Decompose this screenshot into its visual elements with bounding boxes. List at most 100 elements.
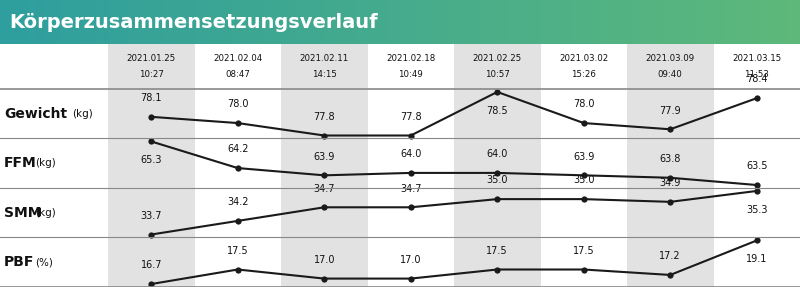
Bar (188, 0, 192, 44)
Bar (544, 0, 548, 44)
Bar (700, 0, 704, 44)
Text: (kg): (kg) (36, 208, 56, 218)
Bar (64, 0, 68, 44)
Bar (668, 0, 672, 44)
Bar (528, 0, 532, 44)
Bar (388, 0, 392, 44)
Bar (600, 0, 604, 44)
Text: 2021.03.15: 2021.03.15 (732, 54, 782, 63)
Text: 34.9: 34.9 (659, 178, 681, 188)
Bar (688, 0, 692, 44)
Bar (96, 0, 100, 44)
Bar (360, 0, 364, 44)
Text: 63.8: 63.8 (659, 154, 681, 164)
Bar (408, 0, 412, 44)
Bar (108, 44, 194, 287)
Bar (596, 0, 600, 44)
Bar (520, 0, 524, 44)
Text: 14:15: 14:15 (312, 70, 337, 79)
Bar (560, 0, 564, 44)
Bar (504, 0, 508, 44)
Bar (428, 0, 432, 44)
Bar (760, 0, 764, 44)
Bar (52, 0, 56, 44)
Text: (%): (%) (36, 257, 54, 267)
Bar (264, 0, 268, 44)
Bar (184, 0, 188, 44)
Bar (84, 0, 88, 44)
Bar (76, 0, 80, 44)
Bar (404, 0, 408, 44)
Bar (136, 0, 140, 44)
Text: 65.3: 65.3 (141, 155, 162, 165)
Bar (168, 0, 172, 44)
Bar (232, 0, 236, 44)
Text: 17.0: 17.0 (400, 255, 422, 265)
Bar (16, 0, 20, 44)
Bar (148, 0, 152, 44)
Bar (744, 0, 748, 44)
Bar (208, 0, 212, 44)
Bar (376, 0, 380, 44)
Text: 35.0: 35.0 (486, 175, 508, 185)
Bar (276, 0, 280, 44)
Bar (316, 0, 320, 44)
Text: 78.4: 78.4 (746, 74, 767, 84)
Bar (704, 0, 708, 44)
Bar (88, 0, 92, 44)
Text: 77.8: 77.8 (314, 112, 335, 122)
Bar (712, 0, 716, 44)
Bar (756, 0, 760, 44)
Bar (604, 0, 608, 44)
Bar (644, 0, 648, 44)
Text: 16.7: 16.7 (141, 260, 162, 270)
Text: 34.7: 34.7 (400, 183, 422, 193)
Text: 35.3: 35.3 (746, 205, 767, 215)
Text: 15:26: 15:26 (571, 70, 596, 79)
Text: 11:53: 11:53 (744, 70, 769, 79)
Bar (300, 0, 304, 44)
Bar (120, 0, 124, 44)
Bar (44, 0, 48, 44)
Text: 64.2: 64.2 (227, 144, 249, 154)
Bar (328, 0, 332, 44)
Bar (124, 0, 128, 44)
Bar (380, 0, 384, 44)
Text: 78.0: 78.0 (227, 99, 249, 109)
Bar (180, 0, 184, 44)
Bar (548, 0, 552, 44)
Bar (784, 0, 788, 44)
Bar (576, 0, 580, 44)
Text: 63.9: 63.9 (314, 152, 335, 162)
Bar (500, 0, 504, 44)
Bar (796, 0, 800, 44)
Text: 77.8: 77.8 (400, 112, 422, 122)
Bar (660, 0, 664, 44)
Bar (627, 44, 714, 287)
Bar (220, 0, 224, 44)
Bar (584, 0, 588, 44)
Bar (692, 0, 696, 44)
Bar (196, 0, 200, 44)
Bar (588, 0, 592, 44)
Text: 08:47: 08:47 (226, 70, 250, 79)
Bar (536, 0, 540, 44)
Bar (572, 0, 576, 44)
Bar (116, 0, 120, 44)
Bar (636, 0, 640, 44)
Text: 17.5: 17.5 (227, 246, 249, 256)
Bar (454, 44, 541, 287)
Bar (12, 0, 16, 44)
Bar (176, 0, 180, 44)
Bar (340, 0, 344, 44)
Bar (540, 0, 544, 44)
Text: 10:27: 10:27 (139, 70, 164, 79)
Bar (564, 0, 568, 44)
Bar (104, 0, 108, 44)
Bar (164, 0, 168, 44)
Bar (348, 0, 352, 44)
Bar (652, 0, 656, 44)
Bar (140, 0, 144, 44)
Bar (352, 0, 356, 44)
Bar (56, 0, 60, 44)
